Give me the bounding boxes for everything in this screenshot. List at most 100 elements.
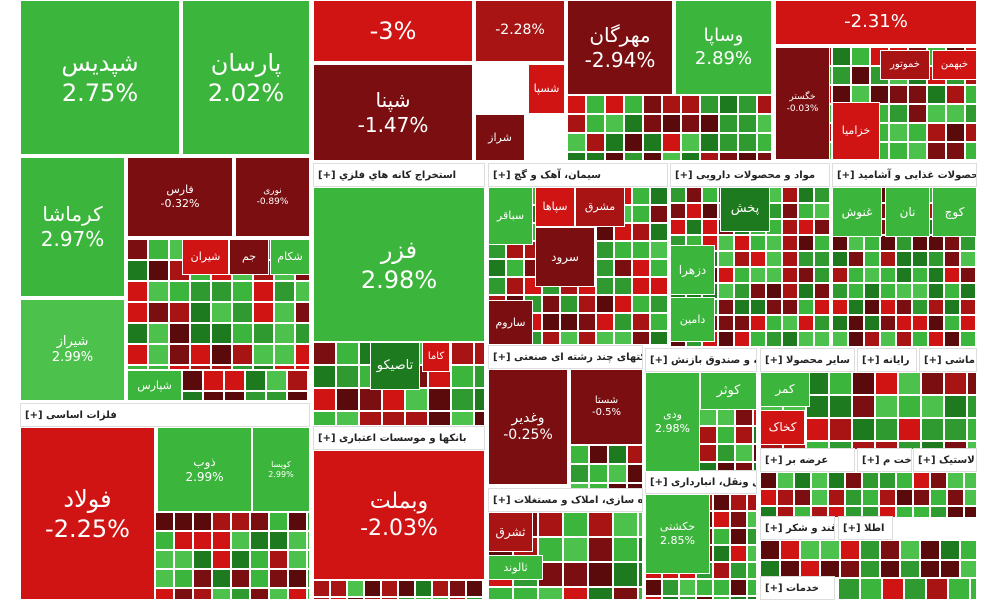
filler-cell — [645, 596, 662, 600]
filler-cell — [747, 511, 757, 528]
filler-cell — [921, 395, 944, 418]
filler-cell — [747, 562, 757, 579]
filler-cell — [960, 251, 976, 267]
filler-cell — [734, 315, 750, 331]
filler-cell — [862, 489, 879, 506]
filler-cell — [800, 540, 820, 560]
filler-cell — [948, 578, 970, 600]
section-header: عرضه بر [+] — [760, 448, 855, 472]
filler-cell — [879, 489, 896, 506]
filler-cell — [976, 315, 978, 331]
filler-cell — [760, 489, 777, 506]
price-change: -2.31% — [844, 11, 908, 33]
filler-cell — [193, 512, 212, 531]
stock-tile: دامین — [670, 297, 715, 342]
filler-cell — [148, 260, 169, 281]
filler-cell — [782, 315, 798, 331]
filler-cell — [589, 464, 608, 483]
filler-cell — [845, 489, 862, 506]
filler-cell — [967, 395, 977, 418]
filler-cell — [940, 540, 960, 560]
filler-cell — [449, 580, 466, 597]
filler-cell — [944, 395, 967, 418]
filler-cell — [686, 219, 702, 235]
filler-cell — [253, 323, 274, 344]
filler-cell — [596, 277, 614, 295]
filler-cell — [889, 123, 908, 142]
stock-tile: شپدیس 2.75% — [20, 0, 180, 155]
filler-cell — [738, 114, 757, 133]
filler-cell — [700, 152, 719, 161]
filler-cell — [231, 531, 250, 550]
filler-cell — [169, 365, 190, 370]
filler-cell — [940, 560, 960, 578]
filler-cell — [848, 235, 864, 251]
filler-cell — [738, 95, 757, 114]
stock-symbol: خزامیا — [841, 124, 871, 138]
filler-cell — [880, 315, 896, 331]
filler-cell — [814, 283, 830, 299]
stock-tile: پارسان 2.02% — [182, 0, 310, 155]
filler-cell — [560, 313, 578, 331]
filler-cell — [428, 388, 451, 411]
stock-symbol: خبهمن — [940, 58, 969, 70]
filler-cell — [927, 104, 946, 123]
filler-cell — [613, 587, 638, 600]
stock-tile: پخش — [720, 187, 770, 232]
filler-cell — [253, 302, 274, 323]
filler-cell — [832, 66, 851, 85]
filler-cell — [967, 372, 977, 395]
filler-cell — [730, 579, 747, 596]
filler-cell — [266, 370, 287, 391]
filler-cell — [330, 580, 347, 597]
filler-cell — [753, 426, 757, 444]
filler-cell — [750, 299, 766, 315]
filler-cell — [288, 512, 307, 531]
filler-cell — [614, 277, 632, 295]
price-change: 2.98% — [655, 422, 690, 435]
filler-cell — [253, 281, 274, 302]
filler-cell — [926, 578, 948, 600]
filler-cell — [718, 267, 734, 283]
filler-cell — [364, 580, 381, 597]
stock-symbol: ساروم — [495, 315, 526, 329]
filler-cell — [232, 323, 253, 344]
filler-cell — [451, 388, 474, 411]
filler-cell — [700, 114, 719, 133]
filler-cell — [632, 331, 650, 345]
filler-cell — [451, 365, 474, 388]
filler-cell — [976, 235, 978, 251]
section-header: بانکها و موسسات اعتباری [+] — [313, 426, 485, 450]
filler-cell — [313, 388, 336, 411]
filler-cell — [250, 531, 269, 550]
filler-cell — [645, 579, 662, 596]
filler-cell — [686, 187, 702, 203]
filler-cell — [757, 95, 772, 114]
filler-cell — [766, 235, 782, 251]
filler-cell — [880, 560, 900, 578]
filler-cell — [718, 283, 734, 299]
stock-tile: شستا -0.5% — [570, 369, 643, 445]
filler-cell — [896, 506, 913, 518]
section-header: لاستیک [+] — [913, 448, 977, 472]
filler-cell — [542, 331, 560, 345]
filler-cell — [269, 550, 288, 569]
filler-cell — [266, 391, 287, 401]
filler-cell — [750, 235, 766, 251]
filler-cell — [588, 562, 613, 587]
filler-cell — [570, 445, 589, 464]
filler-cell — [613, 537, 638, 562]
filler-cell — [864, 299, 880, 315]
filler-cell — [451, 342, 474, 365]
filler-cell — [538, 512, 563, 537]
filler-cell — [896, 489, 913, 506]
filler-cell — [879, 472, 896, 489]
filler-cell — [798, 267, 814, 283]
filler-cell — [719, 114, 738, 133]
filler-cell — [287, 391, 308, 401]
stock-tile: کویسا 2.99% — [252, 427, 310, 512]
filler-cell — [848, 251, 864, 267]
stock-symbol: خگستر — [789, 92, 816, 103]
filler-cell — [614, 241, 632, 259]
filler-cell — [681, 95, 700, 114]
